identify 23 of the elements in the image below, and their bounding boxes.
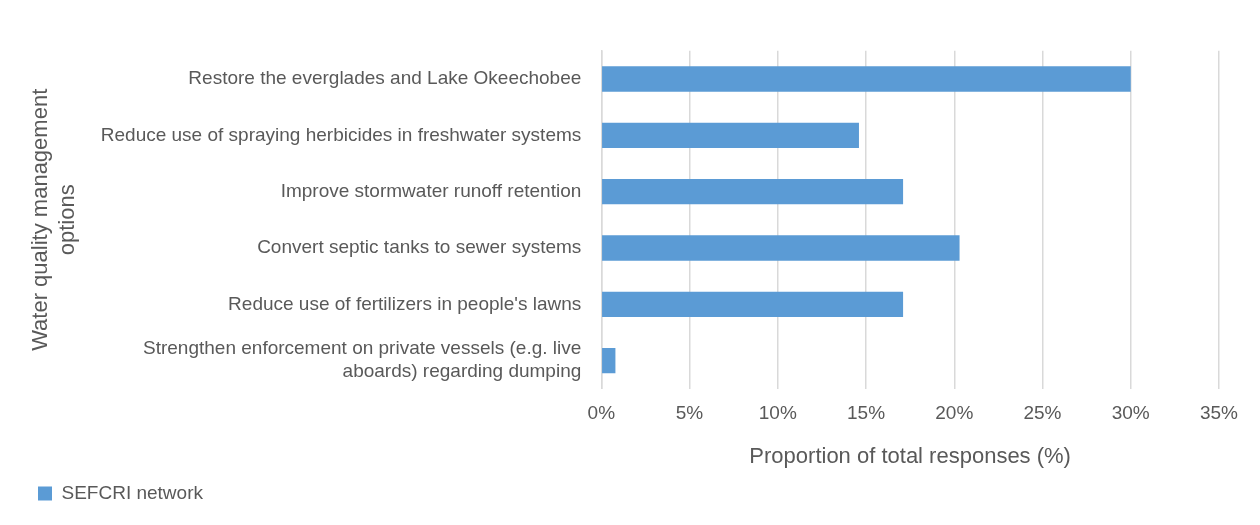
x-tick-label: 15% <box>847 402 886 424</box>
bar <box>602 235 960 261</box>
x-tick-label: 30% <box>1111 402 1150 424</box>
x-tick-label: 25% <box>1023 402 1062 424</box>
x-tick-label: 10% <box>758 402 797 424</box>
y-tick-label: Improve stormwater runoff retention <box>280 179 582 201</box>
y-axis-title: Water quality management options <box>27 88 79 351</box>
bar <box>602 122 859 148</box>
y-tick-label: Reduce use of spraying herbicides in freshwater systems <box>100 123 582 145</box>
bar <box>602 347 616 374</box>
x-tick-label: 5% <box>675 402 704 424</box>
x-tick-label: 0% <box>587 402 616 424</box>
legend-label: SEFCRI network <box>61 481 204 503</box>
x-tick-label: 20% <box>935 402 974 424</box>
x-tick-label: 35% <box>1199 402 1239 424</box>
bar <box>602 291 904 317</box>
bar <box>602 178 904 205</box>
x-axis-title: Proportion of total responses (%) <box>749 442 1071 468</box>
bar <box>602 66 1131 92</box>
y-tick-label: Reduce use of fertilizers in people's lawns <box>228 292 582 314</box>
y-tick-label: Restore the everglades and Lake Okeechobee <box>188 67 582 89</box>
y-tick-label: Convert septic tanks to sewer systems <box>257 236 582 258</box>
y-tick-label: Strengthen enforcement on private vessels (e.g. live aboards) regarding dumping <box>143 337 582 382</box>
